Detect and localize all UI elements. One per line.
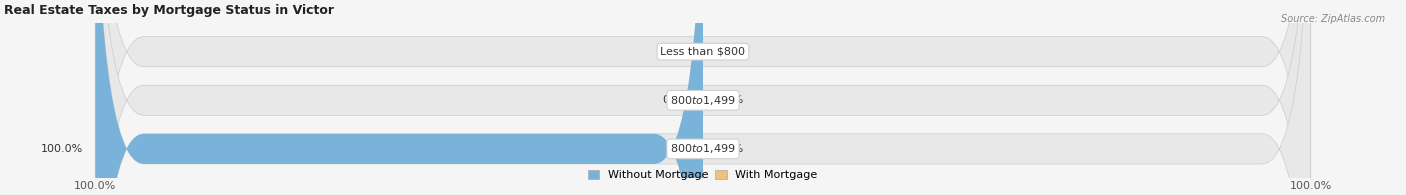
FancyBboxPatch shape [96, 0, 1310, 195]
FancyBboxPatch shape [96, 0, 1310, 195]
FancyBboxPatch shape [96, 0, 1310, 195]
Text: Less than $800: Less than $800 [661, 47, 745, 57]
Text: $800 to $1,499: $800 to $1,499 [671, 142, 735, 155]
Text: Source: ZipAtlas.com: Source: ZipAtlas.com [1281, 14, 1385, 24]
Legend: Without Mortgage, With Mortgage: Without Mortgage, With Mortgage [583, 166, 823, 185]
Text: 100.0%: 100.0% [41, 144, 83, 154]
Text: $800 to $1,499: $800 to $1,499 [671, 94, 735, 107]
Text: 0.0%: 0.0% [716, 95, 744, 105]
Text: 0.0%: 0.0% [662, 47, 690, 57]
Text: 0.0%: 0.0% [716, 144, 744, 154]
Text: 0.0%: 0.0% [716, 47, 744, 57]
Text: 0.0%: 0.0% [662, 95, 690, 105]
FancyBboxPatch shape [96, 0, 703, 195]
Text: Real Estate Taxes by Mortgage Status in Victor: Real Estate Taxes by Mortgage Status in … [4, 4, 335, 17]
